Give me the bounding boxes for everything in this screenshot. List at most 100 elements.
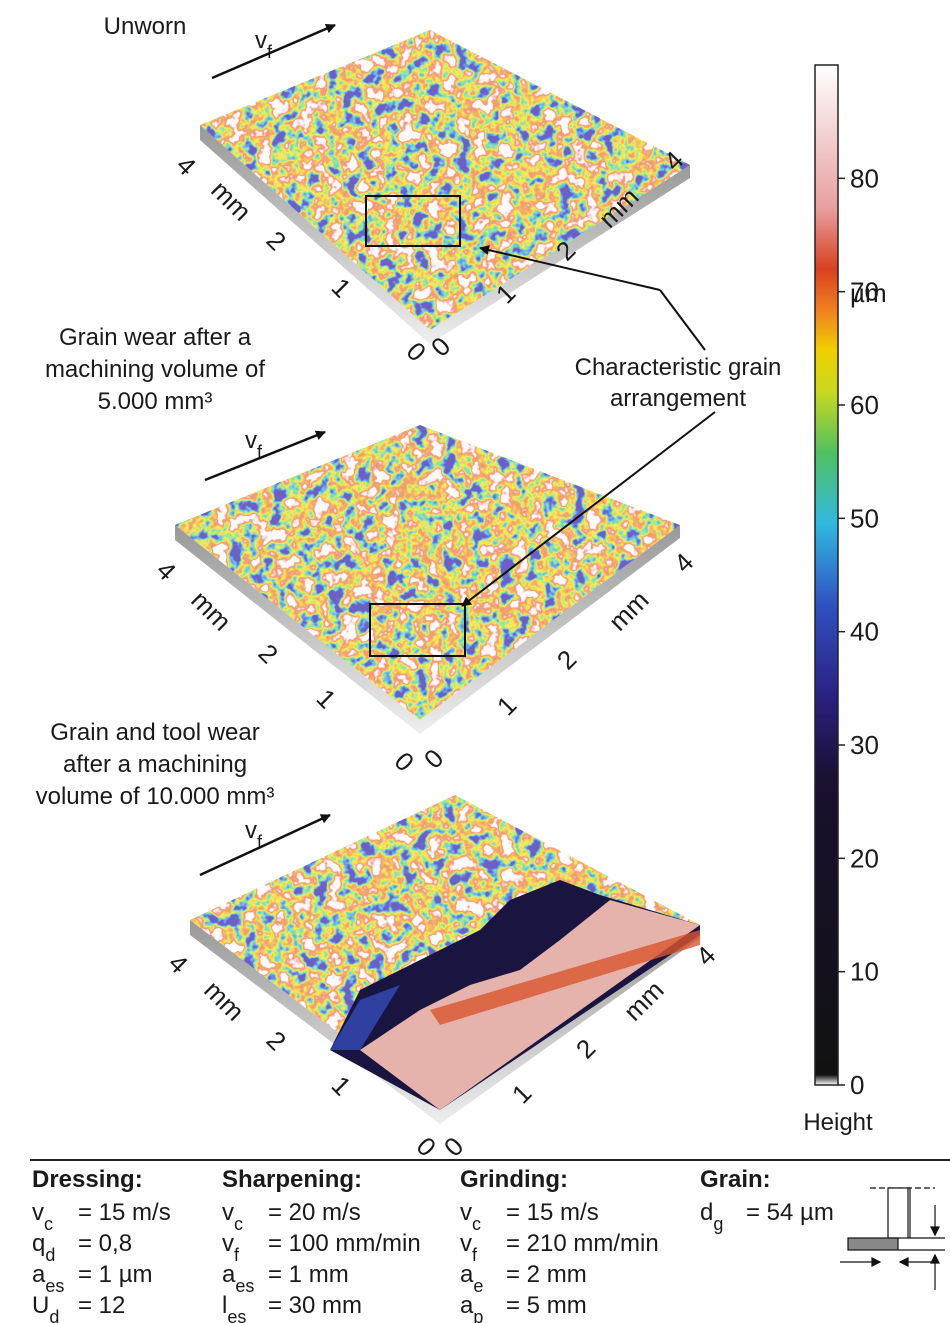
subscript: d [45, 1245, 55, 1265]
symbol: q [32, 1230, 45, 1257]
axis-label: mm [185, 585, 237, 637]
annotation-arrow [461, 411, 716, 607]
axis-label: 1 [491, 690, 522, 721]
axis-label: 2 [261, 225, 292, 256]
symbol: a [460, 1292, 474, 1319]
parameter-symbol: Ud [32, 1292, 59, 1323]
panel-title: machining volume of [45, 356, 265, 383]
parameter-value: = 20 m/s [268, 1199, 361, 1226]
panel-title: volume of 10.000 mm³ [36, 783, 275, 810]
parameter-value: = 30 mm [268, 1292, 362, 1319]
annotation-arrow [479, 245, 661, 291]
symbol: v [460, 1230, 472, 1257]
subscript: es [235, 1276, 254, 1296]
parameter-value: = 210 mm/min [506, 1230, 659, 1257]
subscript: es [227, 1307, 246, 1323]
panel-title: Grain wear after a [59, 324, 252, 351]
axis-label: 4 [151, 555, 182, 586]
parameter-value: = 5 mm [506, 1292, 587, 1319]
parameter-symbol: vc [32, 1199, 53, 1234]
parameter-heading: Grinding: [460, 1166, 568, 1193]
subscript: f [257, 442, 263, 462]
panel-title: Grain and tool wear [50, 719, 259, 746]
tool-sketch [840, 1187, 945, 1290]
parameter-heading: Sharpening: [222, 1166, 362, 1193]
parameter-value: = 12 [78, 1292, 125, 1319]
symbol: a [32, 1261, 46, 1288]
axis-label: 2 [551, 644, 582, 675]
colorbar-tick-label: 40 [850, 617, 879, 647]
axis-label: 1 [326, 1070, 357, 1101]
colorbar-tick-label: 60 [850, 390, 879, 420]
axis-label: 0 [389, 746, 420, 777]
colorbar-tick-label: 30 [850, 730, 879, 760]
feed-velocity: vf [245, 427, 263, 462]
subscript: p [473, 1307, 483, 1323]
axis-label: mm [603, 585, 655, 637]
subscript: c [234, 1214, 243, 1234]
parameter-symbol: ae [460, 1261, 483, 1296]
axis-label: 0 [411, 1131, 442, 1162]
axis-label: 2 [261, 1025, 292, 1056]
feed-arrow [211, 23, 336, 80]
parameter-value: = 15 m/s [506, 1199, 599, 1226]
parameter-symbol: vc [460, 1199, 481, 1234]
colorbar [814, 64, 839, 1086]
feed-arrow [199, 813, 331, 877]
axis-label: 0 [418, 743, 449, 774]
parameter-heading: Grain: [700, 1166, 771, 1193]
panel-title: after a machining [63, 751, 247, 778]
symbol: U [32, 1292, 49, 1319]
surface-1 [200, 30, 690, 344]
colorbar-tick-label: 80 [850, 163, 879, 193]
symbol: a [460, 1261, 474, 1288]
parameter-symbol: dg [700, 1199, 723, 1234]
symbol: v [245, 817, 257, 844]
subscript: d [49, 1307, 59, 1323]
parameter-symbol: vf [222, 1230, 240, 1265]
symbol: v [245, 427, 257, 454]
colorbar-label: Height [803, 1109, 873, 1136]
subscript: e [473, 1276, 483, 1296]
axis-label: 2 [253, 638, 284, 669]
symbol: v [222, 1230, 234, 1257]
parameter-symbol: ap [460, 1292, 483, 1323]
parameter-symbol: les [222, 1292, 246, 1323]
symbol: a [222, 1261, 236, 1288]
feed-arrow [204, 430, 326, 482]
annotation: Characteristic grain [575, 354, 782, 381]
axis-label: 2 [570, 1033, 601, 1064]
axis-label: 4 [163, 948, 194, 979]
parameter-symbol: aes [32, 1261, 64, 1296]
axis-label: 4 [668, 547, 699, 578]
subscript: c [472, 1214, 481, 1234]
parameter-symbol: aes [222, 1261, 254, 1296]
parameter-value: = 15 m/s [78, 1199, 171, 1226]
subscript: es [45, 1276, 64, 1296]
colorbar-tick-label: 50 [850, 503, 879, 533]
axis-label: 1 [326, 272, 357, 303]
subscript: f [472, 1245, 478, 1265]
colorbar-tick-label: 10 [850, 957, 879, 987]
surface-2 [175, 425, 680, 734]
parameter-heading: Dressing: [32, 1166, 143, 1193]
feed-velocity: vf [245, 817, 263, 852]
parameter-symbol: vf [460, 1230, 478, 1265]
surface-3 [190, 795, 700, 1124]
colorbar-tick-label: 20 [850, 843, 879, 873]
parameter-symbol: qd [32, 1230, 55, 1265]
symbol: v [32, 1199, 44, 1226]
colorbar-unit: µm [850, 278, 887, 308]
colorbar-tick-label: 0 [850, 1070, 864, 1100]
subscript: c [44, 1214, 53, 1234]
symbol: v [222, 1199, 234, 1226]
symbol: v [255, 27, 267, 54]
parameter-value: = 1 mm [268, 1261, 349, 1288]
parameter-value: = 2 mm [506, 1261, 587, 1288]
symbol: v [460, 1199, 472, 1226]
symbol: l [222, 1292, 227, 1319]
parameter-value: = 0,8 [78, 1230, 132, 1257]
parameter-value: = 1 µm [78, 1261, 153, 1288]
subscript: g [713, 1214, 723, 1234]
